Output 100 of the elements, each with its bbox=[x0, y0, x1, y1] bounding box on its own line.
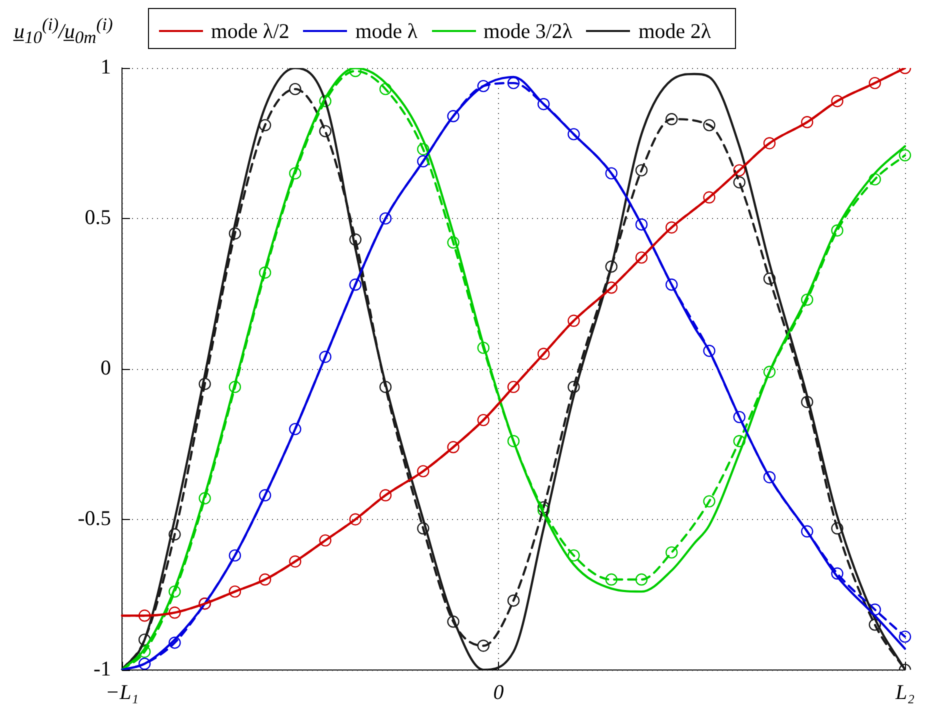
point bbox=[289, 167, 302, 180]
point bbox=[447, 236, 460, 249]
point bbox=[379, 489, 392, 502]
point bbox=[605, 260, 618, 273]
x-tick-label: −L₁ bbox=[105, 680, 139, 704]
point bbox=[447, 616, 460, 628]
point bbox=[733, 410, 746, 424]
point bbox=[666, 278, 678, 291]
point bbox=[258, 119, 272, 132]
point bbox=[417, 465, 430, 478]
point bbox=[507, 380, 520, 394]
point bbox=[703, 119, 716, 132]
point bbox=[349, 278, 362, 291]
point bbox=[733, 176, 746, 188]
point bbox=[568, 128, 580, 140]
point bbox=[477, 640, 490, 652]
point bbox=[228, 380, 242, 394]
point bbox=[763, 471, 776, 484]
point bbox=[138, 658, 151, 670]
point bbox=[703, 191, 716, 204]
point bbox=[635, 164, 648, 176]
point bbox=[703, 344, 716, 357]
point bbox=[568, 314, 580, 327]
point bbox=[703, 495, 716, 508]
point bbox=[447, 441, 460, 454]
x-tick-label: L₂ bbox=[894, 680, 914, 704]
point bbox=[477, 414, 490, 426]
point bbox=[507, 76, 520, 90]
point bbox=[801, 294, 814, 306]
point bbox=[733, 435, 746, 448]
point bbox=[349, 233, 362, 246]
point bbox=[666, 546, 678, 559]
point bbox=[138, 610, 151, 622]
y-tick-label: -1 bbox=[94, 656, 111, 680]
point bbox=[168, 528, 181, 540]
point bbox=[666, 113, 678, 126]
point bbox=[868, 76, 881, 90]
point bbox=[898, 149, 912, 162]
point bbox=[538, 504, 550, 516]
point bbox=[635, 218, 648, 231]
point bbox=[733, 164, 746, 176]
point bbox=[417, 143, 430, 156]
point bbox=[319, 350, 332, 363]
legend-label: mode λ bbox=[355, 18, 418, 44]
point bbox=[507, 594, 520, 607]
point bbox=[763, 272, 776, 285]
point bbox=[831, 95, 844, 108]
legend-label: mode 2λ bbox=[638, 18, 712, 44]
point bbox=[447, 110, 460, 122]
point bbox=[319, 125, 332, 138]
point bbox=[198, 378, 211, 390]
point bbox=[289, 422, 302, 436]
point bbox=[258, 573, 272, 586]
point bbox=[319, 95, 332, 108]
point bbox=[289, 82, 302, 96]
point bbox=[228, 585, 242, 598]
point bbox=[538, 348, 550, 360]
point bbox=[507, 435, 520, 448]
point bbox=[228, 549, 242, 562]
point bbox=[831, 567, 844, 580]
point bbox=[605, 167, 618, 180]
point bbox=[635, 251, 648, 264]
point bbox=[417, 155, 430, 168]
point bbox=[763, 137, 776, 150]
point bbox=[258, 266, 272, 279]
point bbox=[417, 522, 430, 534]
point bbox=[168, 636, 181, 649]
point bbox=[477, 342, 490, 354]
y-tick-label: -0.5 bbox=[78, 506, 111, 530]
point bbox=[831, 224, 844, 237]
point bbox=[228, 227, 242, 240]
point bbox=[289, 555, 302, 568]
point bbox=[168, 585, 181, 598]
point bbox=[379, 212, 392, 225]
point bbox=[801, 116, 814, 128]
point bbox=[801, 396, 814, 408]
point bbox=[258, 489, 272, 502]
point bbox=[635, 573, 648, 586]
y-tick-label: 1 bbox=[100, 54, 111, 79]
point bbox=[831, 522, 844, 534]
point bbox=[763, 366, 776, 378]
point bbox=[568, 549, 580, 562]
point bbox=[801, 525, 814, 538]
point bbox=[568, 380, 580, 394]
point bbox=[868, 173, 881, 186]
legend-label: mode λ/2 bbox=[211, 18, 290, 44]
y-tick-label: 0 bbox=[100, 355, 111, 380]
point bbox=[868, 618, 881, 631]
point bbox=[898, 630, 912, 643]
point bbox=[666, 221, 678, 234]
point bbox=[349, 513, 362, 526]
x-tick-label: 0 bbox=[493, 680, 504, 704]
point bbox=[605, 573, 618, 586]
y-tick-label: 0.5 bbox=[84, 204, 111, 229]
point bbox=[379, 82, 392, 96]
point bbox=[379, 380, 392, 394]
point bbox=[168, 606, 181, 619]
point bbox=[198, 492, 211, 504]
point bbox=[538, 98, 550, 110]
point bbox=[868, 604, 881, 616]
